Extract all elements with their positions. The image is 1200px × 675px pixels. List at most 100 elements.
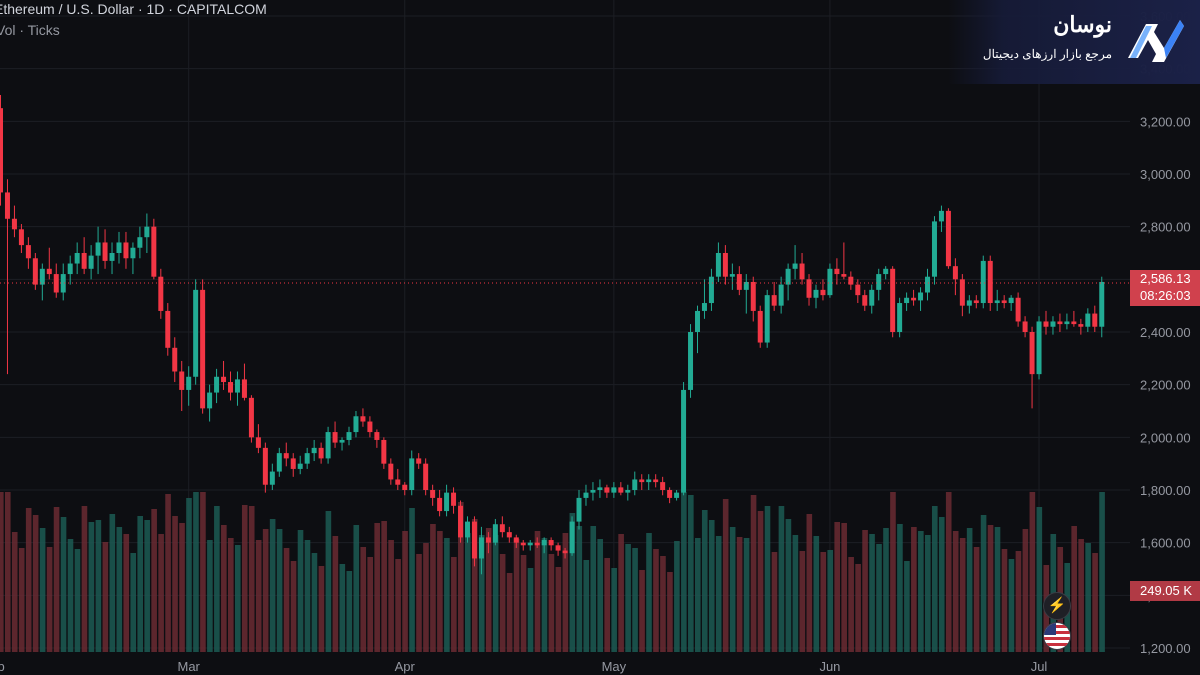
volume-bar [583,560,590,652]
volume-bar [60,517,67,652]
volume-bar [207,540,213,652]
volume-bar [1015,551,1022,652]
volume-bar [451,557,457,652]
candle-body [144,226,150,238]
candle-body [200,289,206,409]
volume-bar [464,533,471,652]
volume-bar [269,519,276,652]
candle-body [848,276,854,285]
candle-body [583,492,589,498]
x-tick-label: Jun [819,659,840,674]
candle-body [667,490,673,498]
candle-body [339,439,345,443]
volume-bar [430,524,436,652]
volume-bar [611,568,617,652]
volume-bar [750,495,757,652]
candle-body [639,479,645,483]
volume-bar [276,529,283,652]
volume-bar [931,506,938,652]
volume-indicator-label[interactable]: Vol · Ticks [0,22,60,38]
candle-body [471,521,477,559]
volume-bar [597,539,604,652]
volume-bar [757,511,764,652]
candle-body [820,289,826,296]
volume-bar [883,528,889,652]
volume-bar [332,536,339,652]
volume-bar [374,523,380,652]
volume-bar [848,557,854,652]
candle-body [478,537,484,559]
volume-bar [478,535,485,652]
candle-body [1071,321,1077,325]
candle-body [304,453,310,464]
volume-bar [228,538,234,652]
volume-bar [925,535,931,652]
candle-body [597,487,603,490]
volume-bar [569,513,576,652]
volume-bar [715,536,722,652]
volume-bar [311,553,318,652]
candle-body [234,379,240,393]
nosan-logo-icon [1128,20,1184,62]
volume-bar [792,535,799,652]
volume-bar [1022,529,1029,652]
volume-bar [918,531,924,652]
volume-bar [1085,543,1091,652]
candle-body [701,303,707,311]
candle-body [555,545,561,551]
volume-bar [186,498,192,652]
volume-bar [130,553,137,652]
volume-bar [688,495,694,652]
volume-bar [1029,492,1036,652]
candle-body [1022,321,1028,332]
candle-body [430,490,436,498]
y-tick-label: 2,400.00 [1140,325,1191,340]
candle-body [1064,321,1070,325]
candle-body [221,376,227,383]
volume-bar [904,561,910,652]
volume-bar [165,494,171,652]
volume-bar [520,555,527,652]
candle-body [513,537,519,543]
y-tick-label: 2,000.00 [1140,430,1191,445]
x-tick-label: Jul [1031,659,1048,674]
candle-body [938,210,944,222]
volume-bar [214,506,220,652]
candle-body [353,416,359,433]
candle-body [464,521,470,538]
candle-body [925,276,931,293]
candle-body [262,447,268,485]
candle-body [283,453,289,459]
volume-bar [869,534,875,652]
us-flag-icon[interactable] [1043,622,1071,650]
volume-bar [437,531,443,652]
volume-bar [116,527,123,652]
candle-body [130,247,136,259]
candle-body [207,392,213,409]
candle-body [88,255,94,269]
candle-body [778,284,784,306]
candle-body [74,253,80,264]
candle-body [276,453,282,472]
volume-bar [325,511,332,652]
volume-bar [1092,553,1098,652]
volume-bar [911,527,917,652]
volume-bar [576,526,583,652]
volume-bar [423,543,429,652]
lightning-icon[interactable]: ⚡ [1043,592,1071,620]
candle-body [485,537,491,543]
candle-body [548,540,554,546]
candle-body [402,484,408,490]
volume-bar [137,516,143,652]
volume-bar [897,524,903,652]
volume-bar [562,533,569,652]
volume-bar [88,522,95,652]
volume-bar [827,550,834,652]
candle-body [444,492,450,512]
candle-body [987,260,993,304]
candle-body [918,292,924,301]
candle-body [437,497,443,512]
candle-body [729,274,735,277]
volume-bar [290,561,297,652]
